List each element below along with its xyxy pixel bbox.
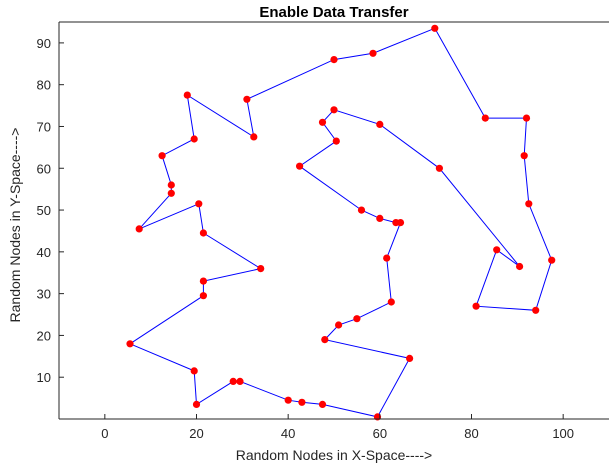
x-tick-label: 40 [281,426,295,441]
node-point [493,246,501,254]
node-point [199,292,207,300]
node-point [353,315,361,323]
x-axis-label: Random Nodes in X-Space----> [236,447,432,463]
y-tick-label: 10 [37,370,51,385]
tick-layer: 0 20 40 60 80 100 10 20 30 40 50 60 70 80 90 [37,36,574,441]
y-tick-label: 60 [37,161,51,176]
x-tick-label: 20 [189,426,203,441]
node-point [284,396,292,404]
node-point [332,137,340,145]
node-point [369,49,377,57]
node-point [296,162,304,170]
node-point [298,398,306,406]
node-point [548,256,556,264]
node-point [257,265,265,273]
axis-layer [58,21,609,420]
node-point [383,254,391,262]
node-point [357,206,366,214]
node-point [472,302,480,310]
plot-area [59,22,609,419]
y-tick-label: 90 [37,36,51,51]
node-point [387,298,395,306]
y-tick-label: 70 [37,119,51,134]
node-point [243,95,251,103]
node-point [406,354,414,362]
node-point [520,152,528,160]
node-point [330,56,338,64]
node-point [183,91,191,99]
node-point [376,120,384,128]
node-point [321,336,329,344]
node-point [335,321,343,329]
x-tick-label: 80 [464,426,478,441]
node-point [250,133,258,141]
node-point [158,152,166,160]
node-point [435,164,443,172]
x-tick-label: 60 [373,426,387,441]
node-point [126,340,134,348]
x-tick-label: 100 [552,426,574,441]
x-tick-label: 0 [101,426,108,441]
node-point [532,306,540,314]
node-point [318,400,327,408]
y-axis-label: Random Nodes in Y-Space----> [7,128,23,323]
y-tick-label: 40 [37,245,51,260]
node-point [236,377,244,385]
node-point [167,181,175,189]
node-point [525,200,533,208]
chart-title: Enable Data Transfer [259,4,408,21]
y-tick-label: 50 [37,203,51,218]
node-point [376,214,384,222]
node-point [192,400,201,408]
series-layer [126,24,556,421]
node-point [431,24,439,32]
node-point [199,229,207,237]
node-point [330,106,338,114]
node-point [190,367,198,375]
node-point [190,135,198,143]
node-point [195,200,203,208]
y-tick-label: 20 [37,328,51,343]
node-point [522,114,531,122]
node-point [167,189,175,197]
node-point [396,219,405,227]
y-tick-label: 30 [37,287,51,302]
node-point [199,277,207,285]
node-point [229,377,237,385]
node-point [481,114,489,122]
node-point [318,118,327,126]
node-point [516,262,524,271]
node-point [135,225,143,233]
y-tick-label: 80 [37,78,51,93]
